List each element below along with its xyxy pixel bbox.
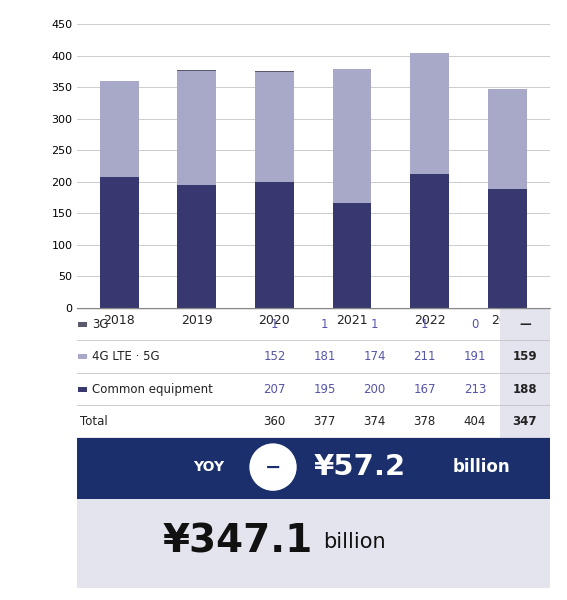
Text: 374: 374 — [363, 415, 386, 428]
Text: 1: 1 — [321, 318, 328, 331]
Ellipse shape — [249, 443, 297, 491]
Bar — [411, 173, 449, 308]
FancyBboxPatch shape — [78, 354, 87, 359]
Text: 404: 404 — [464, 415, 486, 428]
Bar — [100, 82, 139, 178]
Text: ¥347.1: ¥347.1 — [163, 523, 313, 560]
FancyBboxPatch shape — [78, 322, 87, 327]
Bar — [255, 71, 294, 72]
FancyBboxPatch shape — [500, 308, 550, 438]
Text: 360: 360 — [263, 415, 286, 428]
Text: 0: 0 — [471, 318, 479, 331]
Text: −: − — [265, 458, 281, 476]
Bar — [488, 89, 527, 190]
Text: —: — — [519, 318, 531, 331]
Bar — [411, 53, 449, 173]
Text: ¥57.2: ¥57.2 — [313, 453, 405, 481]
Bar — [488, 190, 527, 308]
Bar — [100, 178, 139, 308]
Text: 200: 200 — [363, 383, 386, 395]
Text: 159: 159 — [513, 350, 538, 363]
Bar — [100, 81, 139, 82]
Text: 152: 152 — [263, 350, 286, 363]
Bar — [177, 185, 216, 308]
Text: 1: 1 — [371, 318, 378, 331]
Text: 195: 195 — [314, 383, 336, 395]
Text: YOY: YOY — [193, 460, 225, 474]
Text: 347: 347 — [513, 415, 537, 428]
Text: 377: 377 — [314, 415, 336, 428]
FancyBboxPatch shape — [77, 499, 550, 588]
Text: billion: billion — [323, 532, 386, 551]
Text: 188: 188 — [513, 383, 538, 395]
Text: Total: Total — [81, 415, 108, 428]
Text: 167: 167 — [413, 383, 436, 395]
Text: 211: 211 — [413, 350, 436, 363]
Text: 1: 1 — [270, 318, 278, 331]
Text: 213: 213 — [464, 383, 486, 395]
Text: 3G: 3G — [92, 318, 108, 331]
Text: billion: billion — [453, 458, 510, 476]
Text: 1: 1 — [421, 318, 429, 331]
FancyBboxPatch shape — [78, 386, 87, 392]
Text: 191: 191 — [464, 350, 486, 363]
FancyBboxPatch shape — [77, 438, 550, 499]
Text: 378: 378 — [413, 415, 436, 428]
Text: 207: 207 — [263, 383, 286, 395]
Text: 181: 181 — [314, 350, 336, 363]
Text: 174: 174 — [363, 350, 386, 363]
Bar — [333, 203, 371, 308]
Bar — [333, 70, 371, 203]
Text: 4G LTE · 5G: 4G LTE · 5G — [92, 350, 159, 363]
Bar — [333, 69, 371, 70]
Bar — [177, 70, 216, 71]
Bar — [255, 72, 294, 182]
Text: Common equipment: Common equipment — [92, 383, 213, 395]
Bar — [255, 182, 294, 308]
Bar — [177, 71, 216, 185]
